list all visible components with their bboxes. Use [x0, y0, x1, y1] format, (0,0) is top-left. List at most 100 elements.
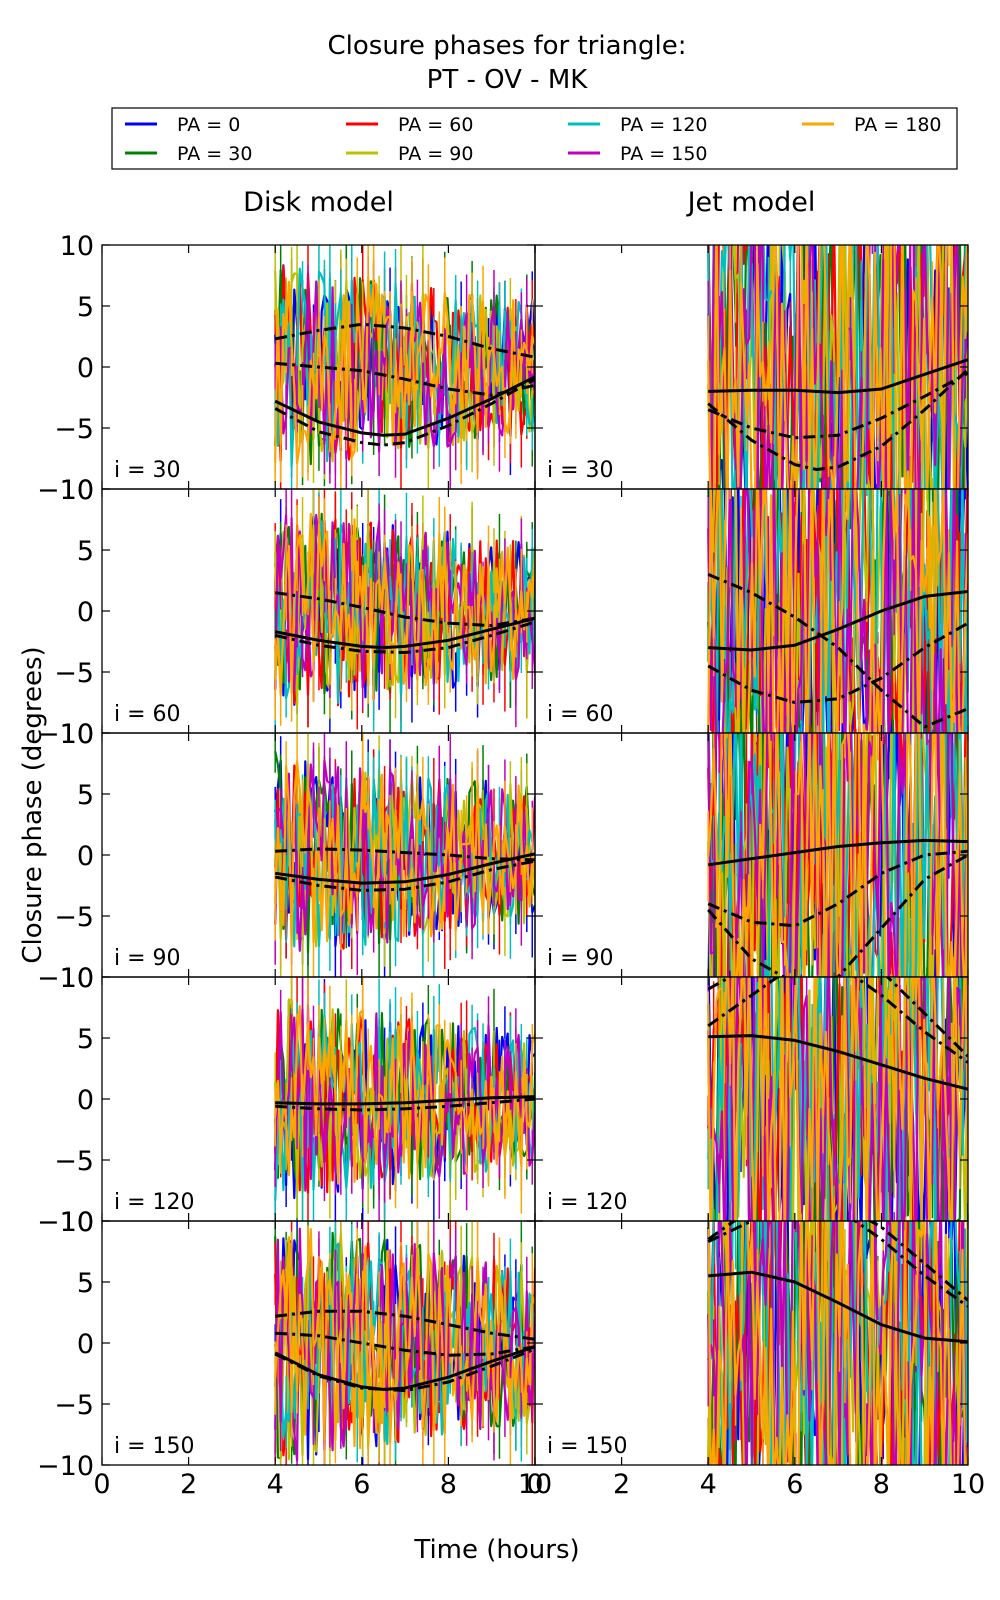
panel-plot-area: [274, 977, 535, 1221]
legend-frame: [111, 107, 958, 170]
model-curve-solid: [708, 590, 968, 652]
y-tick-label: −5: [54, 1390, 94, 1421]
chart-title: Closure phases for triangle:: [328, 31, 687, 61]
y-tick-label: 5: [77, 536, 94, 567]
legend-label: PA = 30: [177, 143, 252, 165]
panel-plot-area: [274, 1221, 535, 1465]
legend-label: PA = 180: [854, 114, 942, 136]
data-series-line: [707, 245, 968, 489]
y-tick-label: −5: [54, 658, 94, 689]
x-tick-label: 10: [951, 1469, 985, 1500]
x-tick-label: 6: [786, 1469, 803, 1500]
y-tick-label: −5: [54, 1146, 94, 1177]
legend-label: PA = 60: [398, 114, 473, 136]
panel-plot-area: [707, 1221, 968, 1465]
model-curve-dashdot: [274, 620, 535, 654]
y-tick-label: −10: [37, 475, 94, 506]
model-curve-dashdot: [274, 377, 535, 447]
inclination-label: i = 150: [547, 1434, 628, 1459]
y-tick-label: 5: [77, 292, 94, 323]
panel-plot-area: [707, 245, 968, 489]
inclination-label: i = 120: [547, 1190, 628, 1215]
x-tick-label: 0: [526, 1469, 543, 1500]
legend-label: PA = 120: [620, 114, 708, 136]
column-header: Disk model: [243, 187, 394, 218]
y-tick-label: 0: [77, 1329, 94, 1360]
x-axis-label: Time (hours): [413, 1535, 579, 1565]
model-curve-dashdot: [275, 361, 535, 397]
y-tick-label: 0: [77, 1085, 94, 1116]
model-curve-dashdot: [707, 573, 968, 729]
model-curve-dashdot: [275, 847, 535, 862]
x-tick-label: 10: [518, 1469, 552, 1500]
x-tick-label: 6: [353, 1469, 370, 1500]
panel-plot-area: [707, 489, 968, 733]
inclination-label: i = 60: [114, 702, 181, 727]
y-tick-label: −5: [54, 414, 94, 445]
panel-plot-area: [274, 733, 535, 977]
y-tick-label: 0: [77, 353, 94, 384]
inclination-label: i = 30: [114, 458, 181, 483]
legend-label: PA = 0: [177, 114, 240, 136]
legend: PA = 0 PA = 30 PA = 60 PA = 90 PA = 120 PA = …: [111, 107, 958, 170]
chart-subtitle: PT - OV - MK: [427, 65, 589, 95]
x-tick-label: 4: [267, 1469, 284, 1500]
inclination-label: i = 30: [547, 458, 614, 483]
model-curve-dashdot: [275, 1309, 535, 1341]
inclination-label: i = 90: [114, 946, 181, 971]
model-curve-solid: [708, 358, 968, 395]
x-tick-label: 8: [440, 1469, 457, 1500]
y-tick-label: 5: [77, 1268, 94, 1299]
model-curve-solid: [274, 616, 535, 650]
model-curve-dashdot: [707, 371, 968, 440]
y-tick-label: 0: [77, 841, 94, 872]
x-tick-label: 8: [873, 1469, 890, 1500]
y-tick-label: 0: [77, 597, 94, 628]
model-curve-dashdot: [274, 591, 535, 628]
data-series-line: [707, 733, 968, 977]
model-curve-dashdot: [275, 1097, 535, 1112]
data-series-line: [707, 977, 968, 1221]
y-tick-label: −10: [37, 1451, 94, 1482]
inclination-label: i = 90: [547, 946, 614, 971]
model-curve-dashdot: [707, 977, 968, 1058]
inclination-label: i = 150: [114, 1434, 195, 1459]
model-curve-solid: [708, 1270, 968, 1344]
y-tick-label: 10: [60, 963, 94, 994]
model-curve-dashdot: [274, 322, 535, 359]
y-tick-label: 5: [77, 780, 94, 811]
y-tick-label: −10: [37, 963, 94, 994]
y-tick-label: −10: [37, 719, 94, 750]
legend-label: PA = 150: [620, 143, 708, 165]
model-curve-solid: [275, 1095, 535, 1106]
x-tick-label: 0: [93, 1469, 110, 1500]
y-tick-label: −10: [37, 1207, 94, 1238]
panel-plot-area: [707, 733, 968, 977]
model-curve-solid: [707, 838, 968, 867]
y-tick-label: 10: [60, 231, 94, 262]
y-tick-label: −5: [54, 902, 94, 933]
data-series-line: [714, 977, 968, 1221]
y-tick-label: 5: [77, 1024, 94, 1055]
panel-plot-area: [707, 977, 968, 1221]
panel-plot-area: [274, 245, 535, 489]
y-tick-label: 10: [60, 475, 94, 506]
x-tick-label: 4: [700, 1469, 717, 1500]
model-curve-solid: [708, 1034, 968, 1091]
column-header: Jet model: [686, 187, 816, 218]
inclination-label: i = 120: [114, 1190, 195, 1215]
model-curve-dashdot: [275, 1331, 535, 1357]
y-axis-label: Closure phase (degrees): [18, 646, 48, 963]
model-curve-dashdot: [274, 859, 535, 892]
legend-label: PA = 90: [398, 143, 473, 165]
panel-plot-area: [274, 489, 535, 733]
data-series-line: [707, 977, 968, 1221]
y-tick-label: 10: [60, 719, 94, 750]
inclination-label: i = 60: [547, 702, 614, 727]
model-curve-solid: [274, 375, 535, 437]
x-tick-label: 2: [613, 1469, 630, 1500]
model-curve-dashdot: [274, 1347, 535, 1393]
model-curve-solid: [274, 852, 535, 885]
y-tick-label: 10: [60, 1207, 94, 1238]
